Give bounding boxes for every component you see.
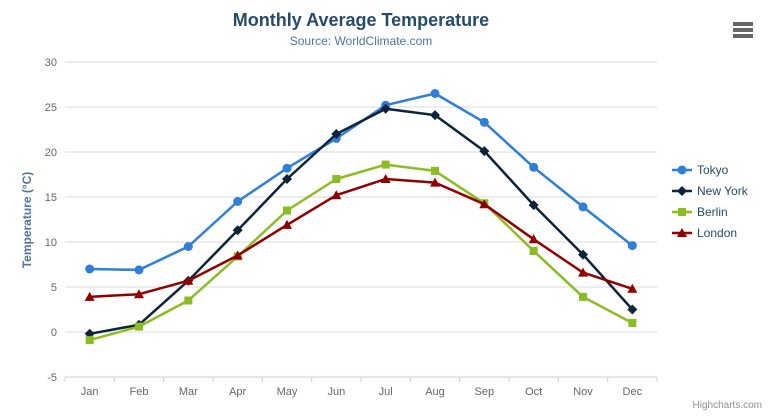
data-point-london-apr[interactable] [232,250,243,260]
legend-item-tokyo[interactable]: Tokyo [672,162,748,178]
data-point-new-york-jul[interactable] [380,103,391,114]
data-point-berlin-aug[interactable] [431,166,439,175]
data-point-new-york-may[interactable] [282,174,292,184]
legend-item-berlin[interactable]: Berlin [672,204,748,220]
y-axis-label: 5 [51,282,57,294]
data-point-berlin-jan[interactable] [85,336,94,345]
series-tokyo[interactable] [85,89,637,275]
data-point-london-may[interactable] [282,219,292,229]
legend-item-label: New York [697,184,748,198]
data-point-new-york-nov[interactable] [578,249,588,260]
x-axis-label: Mar [179,386,198,398]
legend-item-label: Berlin [697,205,728,219]
series-line[interactable] [89,177,633,299]
y-axis-label: 0 [51,327,57,339]
chart-subtitle: Source: WorldClimate.com [289,34,433,48]
data-point-berlin-dec[interactable] [628,319,637,327]
data-point-tokyo-feb[interactable] [134,265,144,275]
data-point-new-york-oct[interactable] [528,200,539,211]
data-point-london-mar[interactable] [183,275,194,285]
data-point-tokyo-nov[interactable] [578,202,588,212]
data-point-new-york-dec[interactable] [627,304,638,315]
legend-marker-symbol[interactable] [678,208,686,216]
x-axis-label: Jan [81,386,99,398]
y-axis-label: 30 [45,57,57,69]
data-point-berlin-oct[interactable] [529,247,538,255]
highcharts-credits-link[interactable]: Highcharts.com [692,400,762,411]
x-axis-label: Jun [327,386,345,398]
y-axis-label: -5 [47,372,57,384]
data-point-new-york-aug[interactable] [430,110,440,121]
legend-item-london[interactable]: London [672,225,748,241]
series-line[interactable] [89,107,634,336]
data-point-london-jul[interactable] [380,174,391,183]
chart-context-menu-button[interactable] [731,20,755,40]
legend-item-label: London [697,226,738,240]
y-axis-label: 15 [45,192,57,204]
x-axis-label: Sep [475,386,495,398]
data-point-london-sep[interactable] [479,199,490,209]
legend-marker-symbol[interactable] [677,186,687,196]
data-point-berlin-may[interactable] [283,206,291,215]
series-london[interactable] [84,174,638,301]
data-point-london-jun[interactable] [331,190,342,200]
x-axis-label: Jul [379,386,393,398]
data-point-tokyo-oct[interactable] [529,162,539,172]
circle-series-marker-icon [672,165,692,175]
square-series-marker-icon [672,208,692,216]
data-point-london-dec[interactable] [627,283,638,293]
series-new-york[interactable] [84,103,638,339]
data-point-new-york-apr[interactable] [232,225,243,236]
data-point-london-feb[interactable] [134,289,144,299]
legend-marker-symbol[interactable] [677,228,687,237]
y-axis-label: 10 [45,237,57,249]
series-line[interactable] [89,92,634,272]
y-axis-label: 20 [45,147,57,159]
data-point-tokyo-jan[interactable] [85,264,95,274]
x-axis-label: Dec [623,386,643,398]
diamond-series-marker-icon [672,186,692,196]
chart-title: Monthly Average Temperature [232,10,490,30]
data-point-london-aug[interactable] [430,177,440,187]
data-point-tokyo-mar[interactable] [183,242,193,251]
data-point-berlin-mar[interactable] [184,296,193,305]
data-point-tokyo-dec[interactable] [627,241,637,251]
data-point-tokyo-apr[interactable] [233,197,243,206]
data-point-london-jan[interactable] [84,291,95,301]
triangle-series-marker-icon [672,228,692,237]
series-line[interactable] [89,163,633,342]
data-point-berlin-feb[interactable] [135,322,143,331]
data-point-tokyo-may[interactable] [282,163,292,173]
data-point-new-york-sep[interactable] [479,146,490,157]
x-axis-label: Feb [130,386,149,398]
x-axis-label: Nov [573,386,593,398]
data-point-berlin-jun[interactable] [332,175,341,183]
y-axis-title: Temperature (°C) [20,171,34,269]
x-axis-label: Aug [425,386,445,398]
data-point-tokyo-aug[interactable] [430,89,440,98]
data-point-london-nov[interactable] [578,267,588,277]
legend-item-new-york[interactable]: New York [672,183,748,199]
x-axis-label: Apr [229,386,246,398]
y-axis-label: 25 [45,102,57,114]
x-axis-label: May [277,386,298,398]
data-point-new-york-jun[interactable] [331,129,342,139]
legend: Tokyo New York Berlin London [672,162,748,246]
x-axis-label: Oct [525,386,542,398]
legend-item-label: Tokyo [697,163,729,177]
data-point-tokyo-sep[interactable] [479,117,489,127]
legend-marker-symbol[interactable] [677,165,687,175]
data-point-berlin-jul[interactable] [381,160,390,169]
data-point-berlin-nov[interactable] [579,292,587,301]
data-point-london-oct[interactable] [528,234,539,244]
